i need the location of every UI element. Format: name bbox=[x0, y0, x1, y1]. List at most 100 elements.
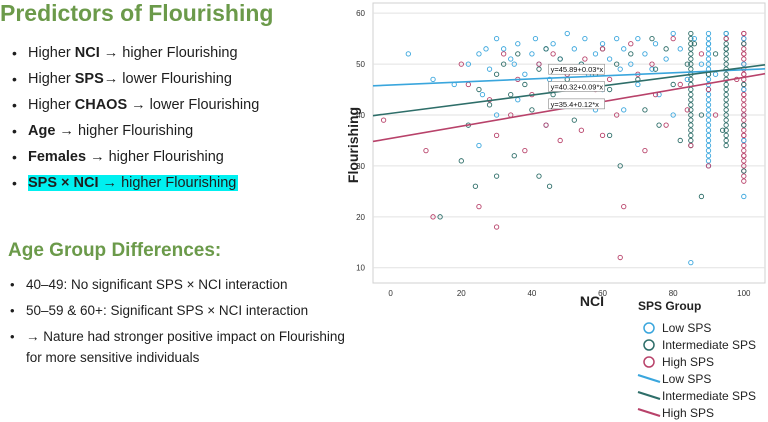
data-point bbox=[564, 30, 570, 37]
data-point bbox=[614, 61, 620, 67]
fit-equation-label: y=45.89+0.03*x bbox=[551, 65, 604, 74]
data-point bbox=[741, 41, 747, 47]
data-point bbox=[723, 127, 729, 133]
data-point bbox=[617, 254, 623, 261]
data-point bbox=[493, 173, 500, 179]
legend-label: Intermediate SPS bbox=[662, 338, 756, 352]
data-point bbox=[458, 158, 464, 164]
data-point bbox=[508, 56, 514, 62]
data-point bbox=[705, 35, 712, 42]
y-tick-label: 20 bbox=[356, 213, 365, 222]
data-point bbox=[635, 35, 641, 42]
data-point bbox=[649, 61, 655, 67]
data-point bbox=[642, 51, 648, 57]
data-point bbox=[677, 81, 683, 88]
x-axis-label: NCI bbox=[580, 293, 604, 309]
data-point bbox=[723, 71, 729, 77]
data-point bbox=[479, 91, 486, 98]
predictor-item: Higher NCI → higher Flourishing bbox=[12, 42, 259, 68]
data-point bbox=[741, 81, 747, 88]
y-axis-label: Flourishing bbox=[345, 107, 361, 183]
data-point bbox=[691, 35, 698, 42]
predictor-item: Age → higher Flourishing bbox=[12, 120, 259, 146]
data-point bbox=[628, 51, 634, 57]
x-tick-label: 100 bbox=[737, 289, 751, 298]
legend-label: High SPS bbox=[662, 406, 714, 420]
legend-marker-icon bbox=[643, 339, 655, 351]
data-point bbox=[458, 61, 464, 67]
data-point bbox=[705, 51, 712, 57]
data-point bbox=[688, 122, 694, 128]
data-point bbox=[705, 102, 712, 108]
data-point bbox=[670, 30, 676, 37]
fit-equation-label: y=35.4+0.12*x bbox=[551, 100, 600, 109]
data-point bbox=[688, 102, 694, 108]
data-point bbox=[621, 203, 627, 210]
y-tick-label: 50 bbox=[356, 60, 365, 69]
data-point bbox=[741, 61, 747, 67]
data-point bbox=[684, 76, 690, 83]
data-point bbox=[642, 107, 648, 113]
data-point bbox=[628, 41, 634, 47]
data-point bbox=[723, 97, 729, 103]
data-point bbox=[705, 132, 712, 139]
data-point bbox=[741, 107, 747, 113]
data-point bbox=[741, 30, 747, 37]
data-point bbox=[705, 163, 712, 169]
data-point bbox=[515, 51, 521, 57]
data-point bbox=[501, 46, 507, 52]
data-point bbox=[705, 56, 712, 62]
fit-equation-label: y=40.32+0.09*x bbox=[551, 83, 604, 92]
data-point bbox=[606, 86, 613, 93]
data-point bbox=[723, 91, 729, 98]
scatter-chart: 10 20 30 40 50 60 0 20 40 60 80 100 NCI Flourishing y=… bbox=[345, 2, 766, 420]
data-point bbox=[723, 122, 729, 128]
predictor-list: Higher NCI → higher Flourishing Higher S… bbox=[12, 42, 259, 198]
data-point bbox=[705, 158, 712, 164]
data-point bbox=[741, 163, 747, 169]
data-point bbox=[705, 61, 712, 67]
age-group-list: 40–49: No significant SPS × NCI interact… bbox=[10, 274, 355, 373]
data-point bbox=[529, 107, 535, 113]
data-point bbox=[635, 81, 641, 88]
x-tick-label: 0 bbox=[388, 289, 393, 298]
data-point bbox=[649, 66, 655, 72]
data-point bbox=[522, 81, 528, 88]
data-point bbox=[606, 76, 613, 83]
data-point bbox=[719, 127, 726, 133]
data-point bbox=[688, 30, 694, 37]
data-point bbox=[493, 224, 500, 230]
fit-label-box bbox=[548, 81, 605, 92]
data-point bbox=[617, 163, 623, 169]
data-point bbox=[723, 61, 729, 67]
data-point bbox=[617, 66, 623, 72]
x-tick-label: 20 bbox=[457, 289, 466, 298]
predictor-item: Higher CHAOS → lower Flourishing bbox=[12, 94, 259, 120]
data-point bbox=[532, 35, 539, 42]
age-group-item: → Nature had stronger positive impact on… bbox=[10, 326, 355, 368]
data-point bbox=[652, 66, 659, 72]
data-point bbox=[723, 142, 729, 149]
data-point bbox=[688, 112, 694, 118]
data-point bbox=[698, 51, 705, 57]
data-point bbox=[705, 153, 712, 159]
data-point bbox=[677, 46, 683, 52]
data-point bbox=[571, 46, 577, 52]
data-point bbox=[476, 142, 482, 149]
data-point bbox=[656, 122, 662, 128]
data-point bbox=[677, 137, 683, 144]
data-point bbox=[741, 117, 747, 123]
data-point bbox=[550, 41, 556, 47]
data-point bbox=[663, 56, 669, 62]
data-point bbox=[741, 51, 747, 57]
data-point bbox=[486, 102, 493, 108]
data-point bbox=[698, 61, 705, 67]
data-point bbox=[642, 147, 648, 154]
data-point bbox=[705, 147, 712, 154]
data-point bbox=[723, 51, 729, 57]
data-point bbox=[688, 137, 694, 144]
data-point bbox=[628, 61, 634, 67]
data-point bbox=[423, 147, 429, 154]
data-point bbox=[606, 56, 613, 62]
data-point bbox=[546, 183, 553, 189]
